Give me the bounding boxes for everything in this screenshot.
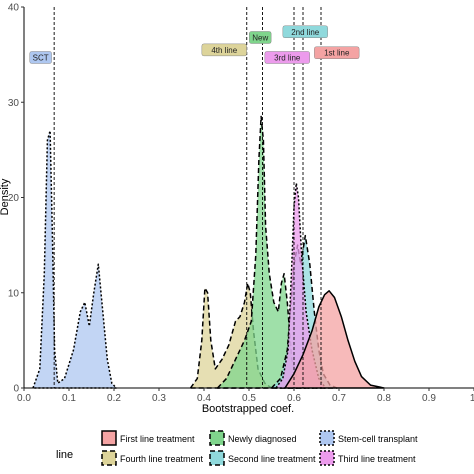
legend-label: Third line treatment <box>338 454 416 464</box>
annotation-text: 2nd line <box>291 28 320 37</box>
legend-label: Stem-cell transplant <box>338 434 418 444</box>
x-tick-label: 0.1 <box>62 393 76 404</box>
x-tick-label: 0.4 <box>197 393 211 404</box>
x-tick-label: 0.5 <box>242 393 256 404</box>
y-tick-label: 10 <box>8 288 20 299</box>
reference-lines <box>53 7 322 388</box>
legend-swatch <box>209 430 225 446</box>
legend-swatch <box>319 450 335 466</box>
legend-label: Newly diagnosed <box>228 434 297 444</box>
legend-swatch <box>101 430 117 446</box>
annotation-box <box>314 46 360 59</box>
y-tick-label: 0 <box>13 384 19 395</box>
legend-swatch <box>319 430 335 446</box>
x-tick-label: 0.0 <box>17 393 31 404</box>
legend-item-third-line-treatment: Third line treatment <box>319 450 416 466</box>
annotation-sct: SCT <box>29 51 52 64</box>
annotation-text: 3rd line <box>274 53 301 62</box>
y-axis-title: Density <box>0 178 11 215</box>
legend: line First line treatment Newly diagnosed… <box>56 430 418 466</box>
x-tick-label: 0.2 <box>107 393 121 404</box>
annotation-labels: SCT 4th line New 3rd line 2nd line 1st line <box>29 25 360 64</box>
x-tick-label: 0.6 <box>287 393 301 404</box>
annotation-box <box>29 51 52 64</box>
legend-item-fourth-line-treatment: Fourth line treatment <box>101 450 204 466</box>
annotation-box <box>201 43 247 57</box>
annotation-new: New <box>249 31 272 44</box>
legend-items: First line treatment Newly diagnosed Stem-… <box>101 430 418 466</box>
y-tick-label: 40 <box>8 3 20 14</box>
legend-label: Second line treatment <box>228 454 316 464</box>
x-tick-label: 0.9 <box>422 393 436 404</box>
x-tick-label: 0.7 <box>332 393 346 404</box>
legend-swatch <box>101 450 117 466</box>
legend-label: Fourth line treatment <box>120 454 204 464</box>
annotation-box <box>249 31 272 44</box>
density-first-line-treatment <box>284 290 385 389</box>
annotation-text: New <box>252 33 268 42</box>
x-axis-title: Bootstrapped coef. <box>202 403 294 415</box>
annotation-3rd-line: 3rd line <box>264 51 310 64</box>
annotation-4th-line: 4th line <box>201 43 247 57</box>
annotation-text: 4th line <box>211 46 237 55</box>
annotation-2nd-line: 2nd line <box>282 25 328 39</box>
x-tick-label: 0.8 <box>377 393 391 404</box>
annotation-1st-line: 1st line <box>314 46 360 59</box>
x-tick-label: 0.3 <box>152 393 166 404</box>
legend-item-first-line-treatment: First line treatment <box>101 430 195 446</box>
legend-item-stem-cell-transplant: Stem-cell transplant <box>319 430 418 446</box>
legend-item-newly-diagnosed: Newly diagnosed <box>209 430 297 446</box>
annotation-text: SCT <box>33 53 49 62</box>
annotation-text: 1st line <box>324 49 350 58</box>
x-tick-label: 1. <box>470 393 474 404</box>
y-tick-label: 30 <box>8 98 20 109</box>
tick-marks: 0.0 0.1 0.2 0.3 0.4 0.5 0.6 0.7 0.8 0.9 1. 0 10 20 30 4… <box>8 3 474 404</box>
legend-title: line <box>56 449 73 461</box>
legend-swatch <box>209 450 225 466</box>
legend-label: First line treatment <box>120 434 195 444</box>
annotation-box <box>282 25 328 39</box>
y-tick-label: 20 <box>8 193 20 204</box>
annotation-box <box>264 51 310 64</box>
legend-item-second-line-treatment: Second line treatment <box>209 450 316 466</box>
